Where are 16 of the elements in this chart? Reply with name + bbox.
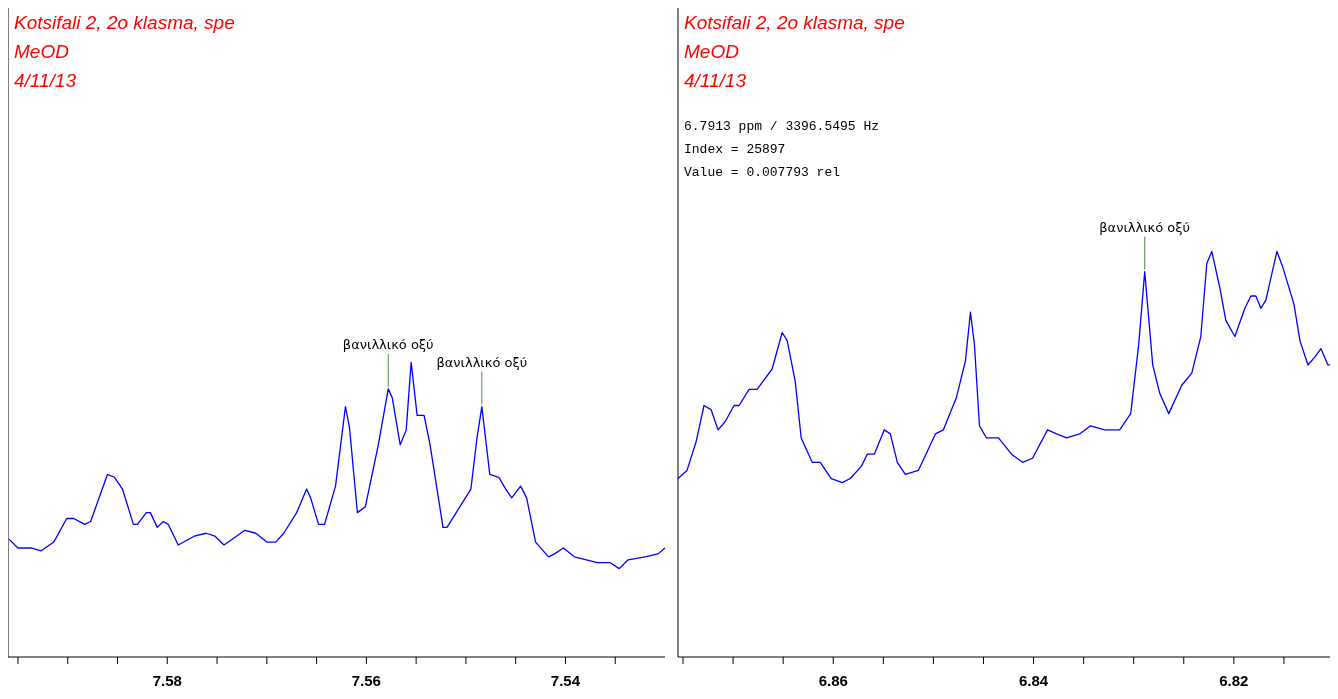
x-tick-label: 7.56	[351, 672, 381, 689]
x-tick-label: 6.84	[1018, 672, 1049, 689]
chart-title: Kotsifali 2, 2o klasma, spe	[684, 12, 905, 33]
text: Index = 25897	[684, 142, 786, 157]
x-tick-label: 7.58	[152, 672, 182, 689]
chart-title: Kotsifali 2, 2o klasma, spe	[14, 12, 235, 33]
annotation: βανιλλικό οξύ	[1099, 219, 1191, 235]
text: Value = 0.007793 rel	[684, 165, 841, 180]
annotation: βανιλλικό οξύ	[342, 336, 434, 352]
chart-subtitle: MeOD 4/11/13	[684, 41, 747, 91]
x-tick-label: 6.82	[1219, 672, 1249, 689]
chart-subtitle: MeOD 4/11/13	[14, 41, 77, 91]
x-tick-label: 7.54	[550, 672, 581, 689]
x-tick-label: 6.86	[818, 672, 848, 689]
annotation: βανιλλικό οξύ	[436, 354, 528, 370]
text: 6.7913 ppm / 3396.5495 Hz	[684, 119, 880, 134]
